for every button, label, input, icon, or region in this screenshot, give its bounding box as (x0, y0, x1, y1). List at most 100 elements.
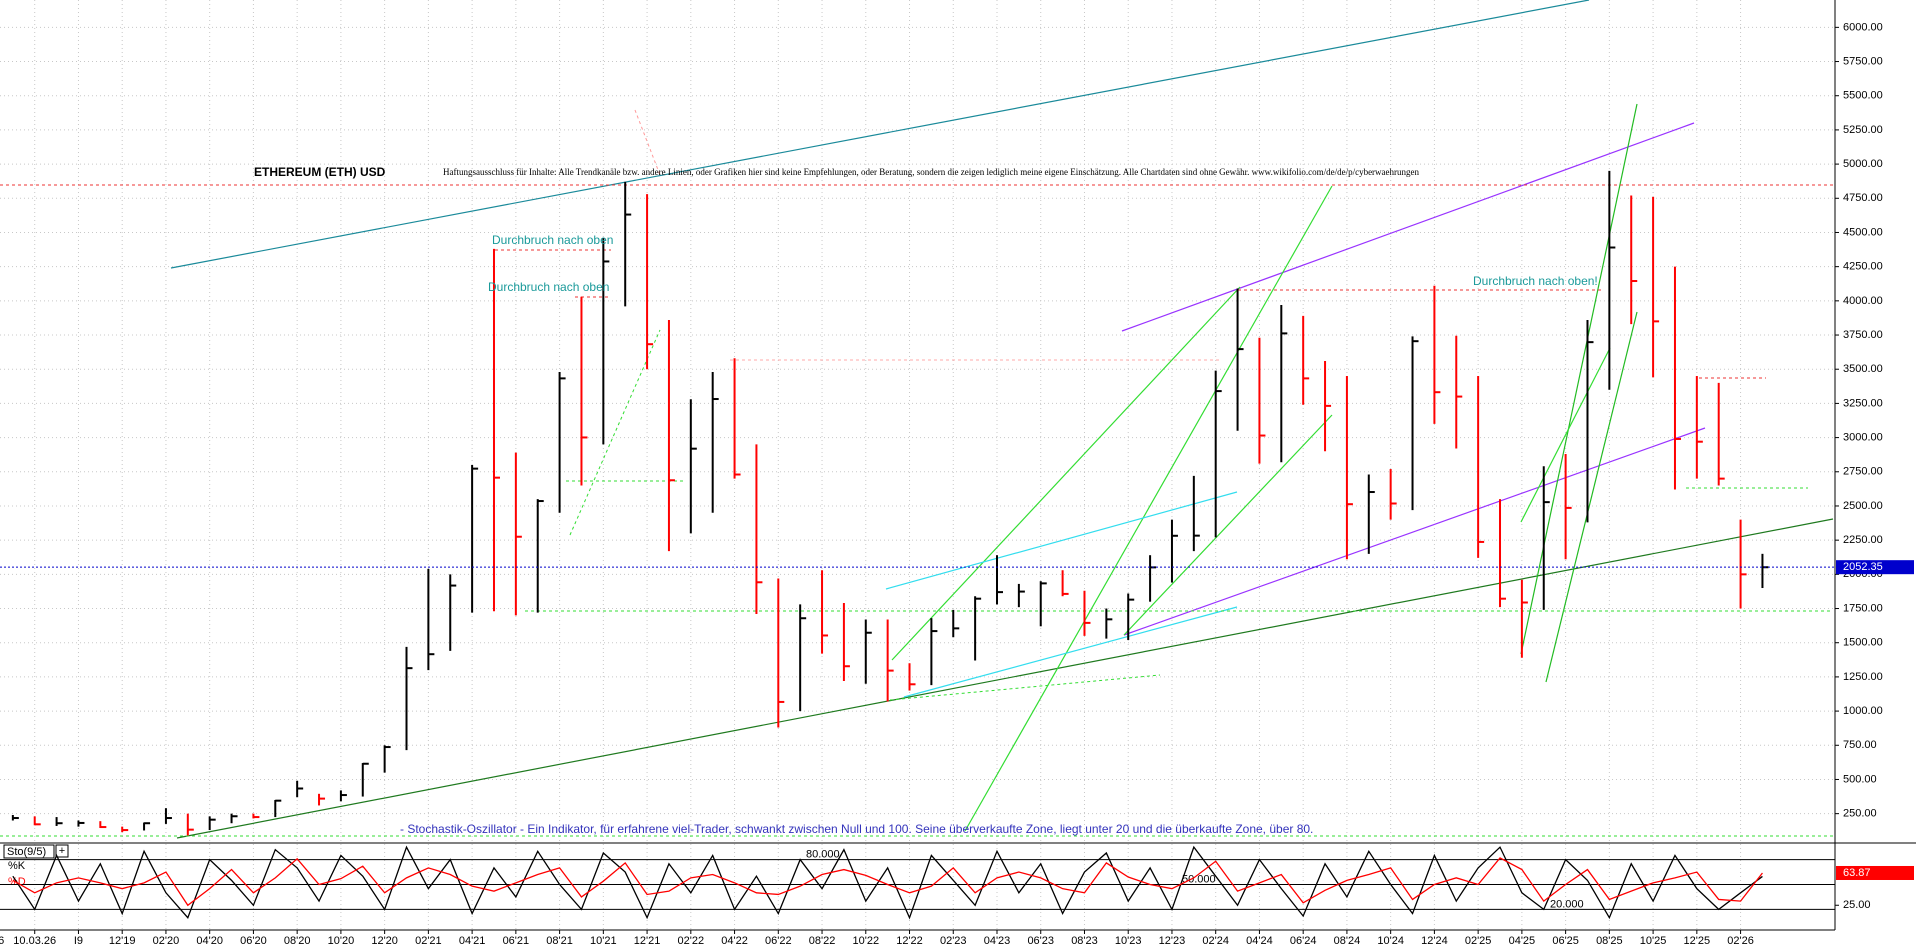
x-tick-label: 12'19 (109, 935, 136, 947)
trend-line (1121, 122, 1695, 332)
trend-line (903, 606, 1238, 698)
indicator-title: Sto(9/5) (7, 846, 46, 858)
x-tick-label: 06'22 (765, 935, 792, 947)
x-tick-label: 02'21 (415, 935, 442, 947)
stochastic-line (12, 845, 1763, 920)
x-tick-label: 06'20 (240, 935, 267, 947)
x-tick-label: 06'21 (503, 935, 530, 947)
y-tick-label: 3750.00 (1843, 329, 1883, 341)
x-tick-label: 10.03.26 (13, 935, 56, 947)
annotation: Durchbruch nach oben (492, 233, 613, 247)
x-tick-label: 08'24 (1334, 935, 1361, 947)
indicator-button[interactable] (55, 844, 69, 858)
indicator-button-icon[interactable]: + (59, 845, 65, 857)
x-tick-label: 10'20 (328, 935, 355, 947)
y-tick-label: 500.00 (1843, 773, 1877, 785)
x-tick-label: 12'24 (1421, 935, 1448, 947)
trend-line (1123, 414, 1333, 636)
last-price-label: 2052.35 (1843, 561, 1883, 573)
x-tick-label: 04'22 (721, 935, 748, 947)
annotation: - Stochastik-Oszillator - Ein Indikator,… (400, 822, 1313, 836)
x-tick-label: 04'25 (1509, 935, 1536, 947)
x-tick-label: 08'21 (546, 935, 573, 947)
y-tick-label: 4500.00 (1843, 226, 1883, 238)
x-tick-label: 04'20 (196, 935, 223, 947)
trend-line (176, 518, 1834, 839)
x-tick-label: 08'23 (1071, 935, 1098, 947)
trend-line (569, 329, 661, 536)
y-tick-label: 5000.00 (1843, 158, 1883, 170)
x-tick-label: 02'26 (1727, 935, 1754, 947)
grid (0, 0, 1835, 930)
x-tick-label: 10'24 (1377, 935, 1404, 947)
last-value-label: 63.87 (1843, 867, 1871, 879)
y-tick-label: 5750.00 (1843, 55, 1883, 67)
y-tick-label: 750.00 (1843, 739, 1877, 751)
y-tick-label: 1250.00 (1843, 671, 1883, 683)
chart-title: ETHEREUM (ETH) USD (254, 165, 386, 179)
y-tick-label: 6000.00 (1843, 21, 1883, 33)
trend-line (891, 286, 1241, 661)
x-tick-label: 10'22 (852, 935, 879, 947)
y-tick-label: 250.00 (1843, 808, 1877, 820)
last-price-box (1836, 560, 1914, 575)
y-tick-label: 3250.00 (1843, 397, 1883, 409)
y-tick-label: 4750.00 (1843, 192, 1883, 204)
indicator-box (3, 844, 55, 859)
x-tick-label: 12'22 (896, 935, 923, 947)
trend-line (1520, 103, 1638, 655)
trend-line (1123, 427, 1706, 636)
annotation: Durchbruch nach oben! (1473, 274, 1598, 288)
y-tick-label: 1750.00 (1843, 602, 1883, 614)
x-tick-label: 06'23 (1027, 935, 1054, 947)
trend-line (1545, 311, 1638, 683)
trend-line (885, 491, 1238, 590)
x-tick-label: 08'20 (284, 935, 311, 947)
x-tick-label: 06'24 (1290, 935, 1317, 947)
x-tick-label: 02'25 (1465, 935, 1492, 947)
x-tick-label: I9 (74, 935, 83, 947)
trend-line (964, 185, 1333, 832)
x-tick-label: 04'21 (459, 935, 486, 947)
x-tick-label: 10'23 (1115, 935, 1142, 947)
level-label: 80.000 (806, 849, 840, 861)
x-tick-label: 12'25 (1684, 935, 1711, 947)
y-tick-label: 2250.00 (1843, 534, 1883, 546)
price-bars (11, 170, 1769, 836)
y-tick-label: 5500.00 (1843, 90, 1883, 102)
x-tick-label: 04'23 (984, 935, 1011, 947)
stochastic-line (12, 857, 1763, 907)
annotation: Durchbruch nach oben (488, 280, 609, 294)
y-tick-label: 3500.00 (1843, 363, 1883, 375)
x-tick-label: 12'23 (1159, 935, 1186, 947)
x-tick-label: 10'21 (590, 935, 617, 947)
y-tick-label: 2500.00 (1843, 500, 1883, 512)
trend-line (170, 0, 1590, 269)
y-tick-label: 1000.00 (1843, 705, 1883, 717)
y-tick-label: 4250.00 (1843, 261, 1883, 273)
y-tick-label: 2750.00 (1843, 466, 1883, 478)
y-tick-label: 5250.00 (1843, 124, 1883, 136)
trend-line (1520, 347, 1611, 523)
y-tick-label: 25.00 (1843, 899, 1871, 911)
x-tick-label: 10'25 (1640, 935, 1667, 947)
x-tick-label: 02'24 (1202, 935, 1229, 947)
x-tick-label: 02'20 (153, 935, 180, 947)
x-tick-label: 12'20 (371, 935, 398, 947)
x-tick-label: 04'26 (0, 935, 4, 947)
y-tick-label: 4000.00 (1843, 295, 1883, 307)
trend-lines (0, 0, 1834, 839)
level-label: 50.000 (1182, 873, 1216, 885)
x-tick-label: 02'22 (678, 935, 705, 947)
disclaimer: Haftungsausschluss für Inhalte: Alle Tre… (443, 167, 1420, 177)
y-tick-label: 3000.00 (1843, 431, 1883, 443)
y-tick-label: 1500.00 (1843, 637, 1883, 649)
legend-entry: %K (8, 860, 26, 872)
x-tick-label: 12'21 (634, 935, 661, 947)
x-tick-label: 04'24 (1246, 935, 1273, 947)
x-tick-label: 06'25 (1552, 935, 1579, 947)
level-label: 20.000 (1550, 898, 1584, 910)
last-value-box (1836, 865, 1914, 880)
x-tick-label: 08'22 (809, 935, 836, 947)
